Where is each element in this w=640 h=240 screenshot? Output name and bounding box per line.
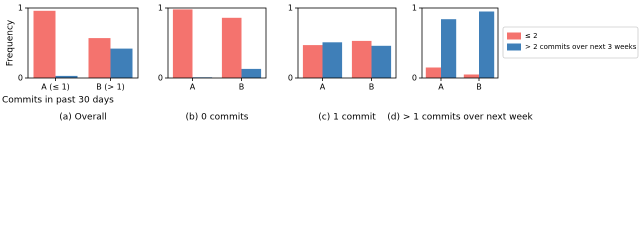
caption: (d) > 1 commits over next week: [387, 113, 533, 123]
bar: [425, 67, 441, 78]
x-tick-label: A (≤ 1): [41, 83, 70, 92]
axes-frame: [27, 7, 139, 79]
y-tick-label: 1: [288, 4, 293, 13]
bar: [322, 42, 343, 78]
y-tick-label: 1: [18, 4, 23, 13]
x-tick-label: B: [476, 83, 482, 92]
bar: [479, 11, 495, 78]
bar: [88, 38, 111, 78]
y-tick-label: 0: [158, 74, 163, 83]
y-tick-label: 0: [412, 74, 417, 83]
bar: [55, 75, 78, 78]
legend-label: > 2 commits over next 3 weeks: [525, 43, 637, 51]
legend-label: ≤ 2: [525, 32, 538, 40]
legend-swatch: [507, 32, 521, 40]
x-tick-label: B: [239, 83, 245, 92]
y-tick-label: 1: [158, 4, 163, 13]
caption: (a) Overall: [59, 113, 107, 123]
bar: [351, 40, 372, 78]
bar: [33, 10, 56, 78]
bar: [441, 19, 457, 78]
x-axis-label: Commits in past 30 days: [2, 96, 114, 106]
caption: (b) 0 commits: [186, 113, 249, 123]
legend-frame: [502, 26, 639, 59]
axes-frame: [297, 7, 397, 79]
y-tick-label: 0: [18, 74, 23, 83]
legend-swatch: [507, 43, 521, 51]
bar: [110, 48, 133, 78]
x-tick-label: A: [438, 83, 444, 92]
bar: [241, 68, 262, 78]
x-tick-label: B: [369, 83, 375, 92]
bar: [302, 45, 323, 78]
y-tick-label: 1: [412, 4, 417, 13]
bar: [172, 9, 193, 78]
bar: [371, 45, 392, 78]
axes-frame: [167, 7, 267, 79]
bar: [221, 17, 242, 78]
x-tick-label: B (> 1): [96, 83, 125, 92]
x-tick-label: A: [190, 83, 196, 92]
y-axis-label: Frequency: [6, 19, 16, 66]
bar: [463, 74, 479, 78]
y-tick-label: 0: [288, 74, 293, 83]
caption: (c) 1 commit: [318, 113, 376, 123]
x-tick-label: A: [320, 83, 326, 92]
axes-frame: [421, 7, 499, 79]
